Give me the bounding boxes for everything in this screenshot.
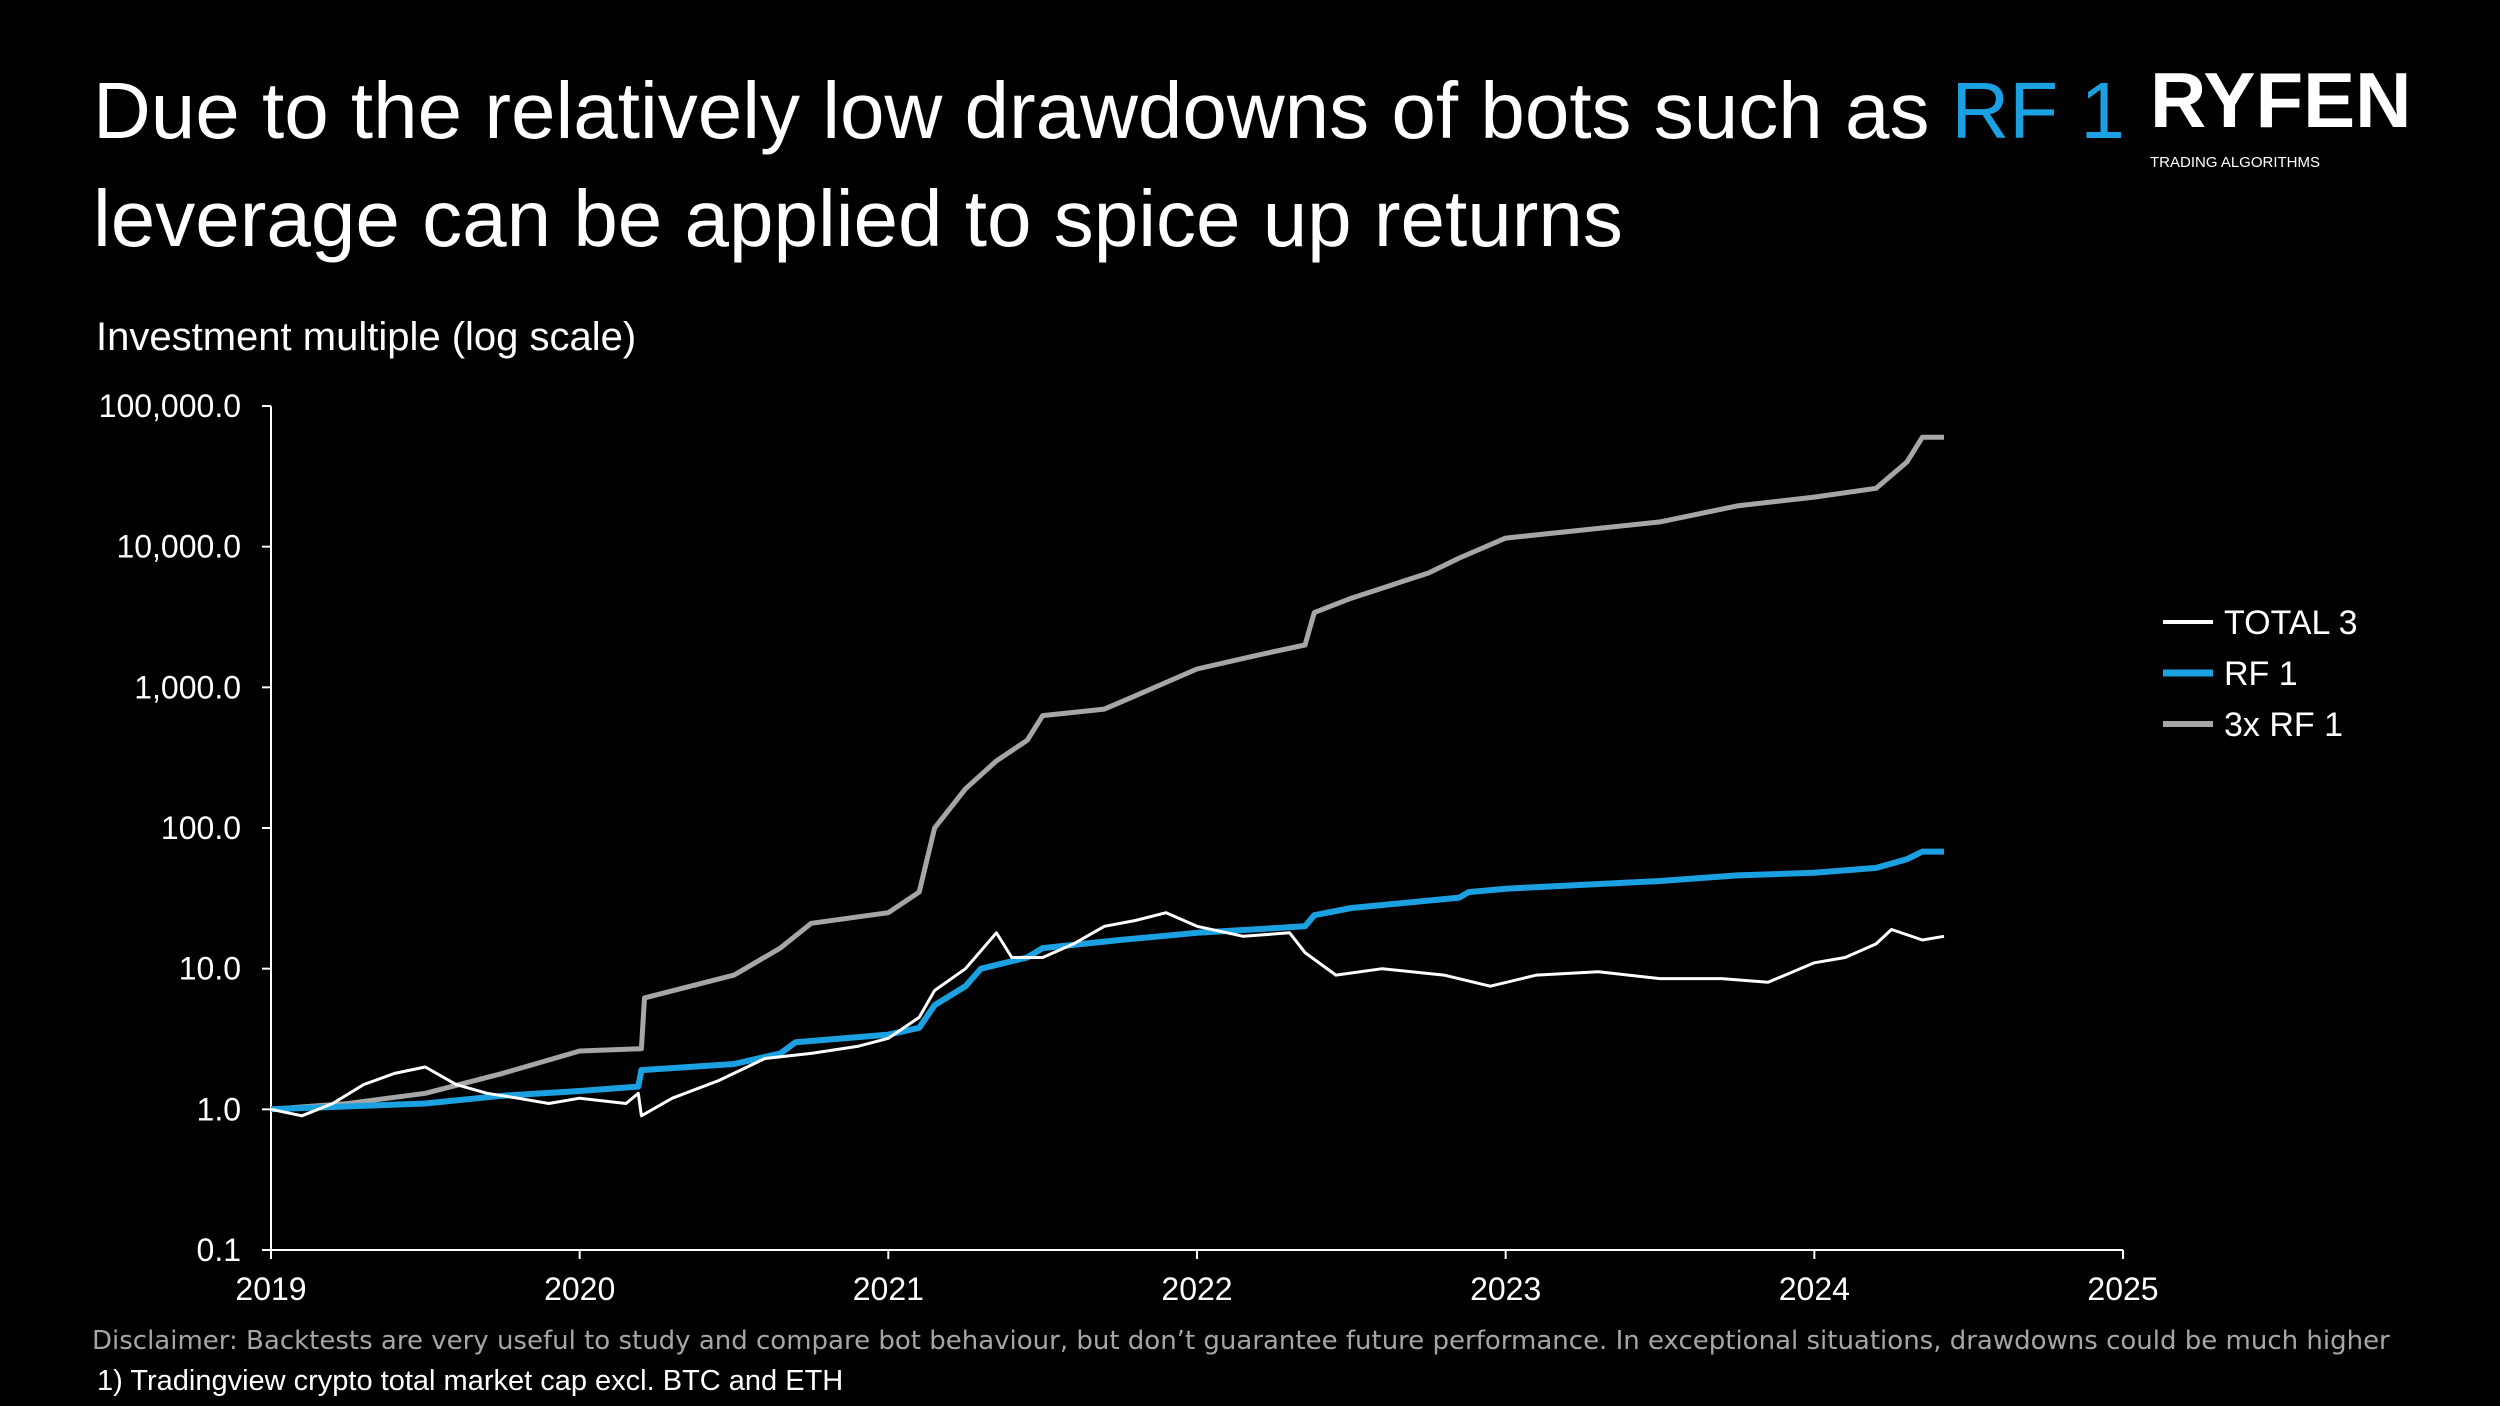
y-tick-label: 10,000.0 (116, 529, 241, 565)
legend-label: 3x RF 1 (2224, 706, 2343, 744)
x-tick-label: 2020 (544, 1271, 615, 1307)
series-line (270, 434, 1944, 1112)
disclaimer: Disclaimer: Backtests are very useful to… (92, 1326, 2390, 1356)
x-tick-label: 2021 (853, 1271, 924, 1307)
x-tick-label: 2023 (1470, 1271, 1541, 1307)
y-tick-label: 0.1 (197, 1232, 241, 1268)
legend-label: RF 1 (2224, 655, 2298, 693)
y-tick-label: 100.0 (161, 810, 241, 846)
y-tick-label: 10.0 (179, 951, 241, 987)
legend-label: TOTAL 3 (2224, 604, 2358, 642)
title-text: Due to the relatively low drawdowns of b… (93, 66, 1929, 155)
y-tick-label: 1.0 (197, 1091, 241, 1127)
y-axis-label: Investment multiple (log scale) (96, 315, 636, 359)
footnote: 1) Tradingview crypto total market cap e… (97, 1365, 843, 1397)
x-tick-label: 2025 (2087, 1271, 2158, 1307)
title-line-1: Due to the relatively low drawdowns of b… (93, 66, 2125, 155)
y-tick-label: 100,000.0 (99, 388, 241, 424)
y-tick-label: 1,000.0 (134, 669, 241, 705)
logo-tagline: TRADING ALGORITHMS (2150, 154, 2320, 171)
logo: RYFEN (2150, 56, 2411, 144)
title-highlight: RF 1 (1951, 66, 2124, 155)
x-tick-label: 2024 (1779, 1271, 1850, 1307)
x-tick-label: 2019 (235, 1271, 306, 1307)
series-line (270, 848, 1944, 1113)
title-line-2: leverage can be applied to spice up retu… (93, 174, 1623, 263)
x-tick-label: 2022 (1161, 1271, 1232, 1307)
series-line (270, 911, 1945, 1118)
